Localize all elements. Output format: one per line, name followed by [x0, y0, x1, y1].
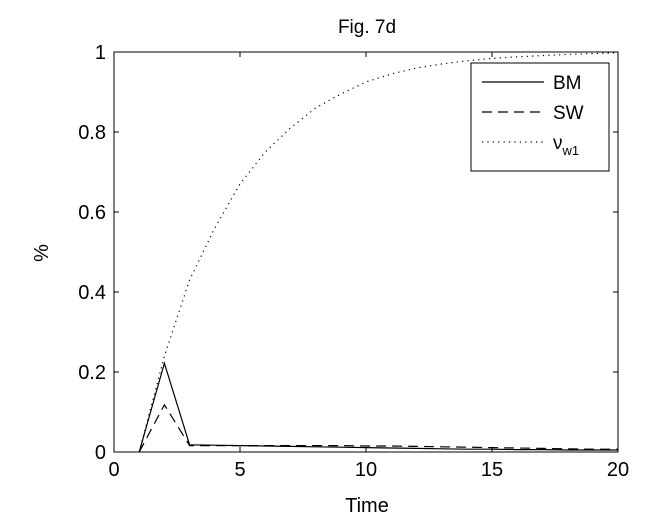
legend-label: SW: [553, 103, 584, 124]
axis-ticks: 0 5 10 15 20 0 0.2 0.4 0.6 0.8 1: [78, 42, 629, 481]
chart-title: Fig. 7d: [338, 17, 396, 38]
x-axis-label: Time: [345, 495, 389, 517]
x-tick-label: 15: [481, 459, 503, 481]
series-line-dotted: [138, 52, 619, 453]
y-tick-label: 0.8: [78, 122, 106, 144]
y-tick-label: 0.2: [78, 362, 106, 384]
y-tick-label: 0.6: [78, 202, 106, 224]
series-line-dashed: [138, 403, 618, 453]
series-lines: [138, 52, 619, 453]
y-tick-label: 0.4: [78, 282, 106, 304]
y-tick-label: 1: [95, 42, 106, 64]
legend-box: [470, 62, 610, 172]
legend-label: BM: [553, 73, 582, 94]
x-tick-label: 20: [607, 459, 629, 481]
y-tick-label: 0: [95, 442, 106, 464]
x-tick-label: 0: [108, 459, 119, 481]
x-tick-label: 10: [355, 459, 377, 481]
legend-label-subscript: w1: [562, 143, 580, 158]
x-tick-label: 5: [234, 459, 245, 481]
y-axis-label: %: [31, 244, 53, 262]
